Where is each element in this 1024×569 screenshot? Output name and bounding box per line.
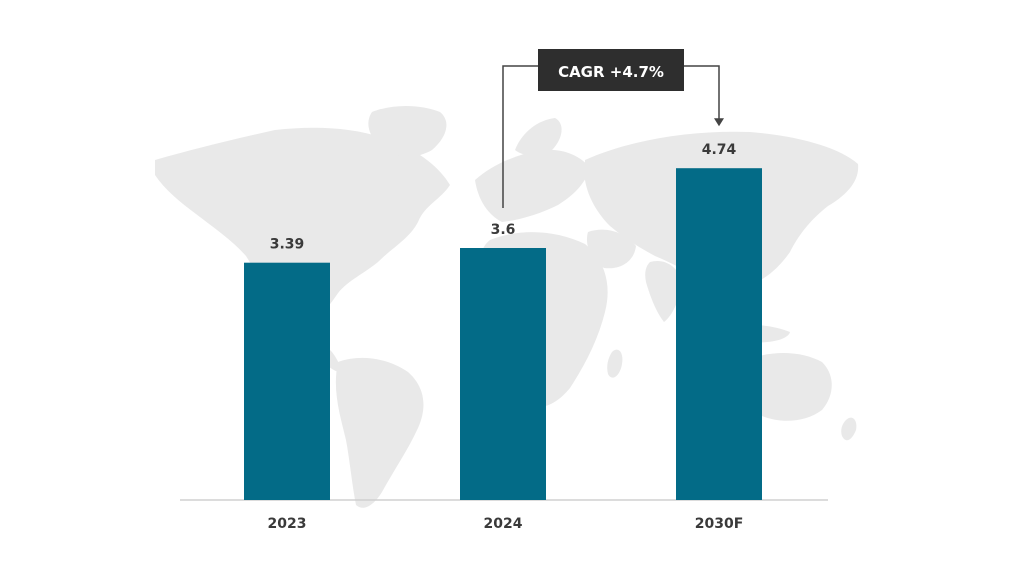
bar-2030f: [676, 168, 762, 500]
cagr-box: [538, 49, 684, 91]
x-tick-label-2024: 2024: [484, 516, 523, 532]
bars-group: [244, 168, 762, 500]
cagr-arrowhead-icon: [714, 118, 724, 127]
cagr-annotation: CAGR +4.7%: [502, 49, 724, 208]
bar-2024: [460, 248, 546, 500]
cagr-label: CAGR +4.7%: [558, 63, 664, 81]
x-tick-label-2023: 2023: [268, 516, 307, 532]
data-label-2024: 3.6: [491, 222, 516, 238]
x-tick-labels-group: 2023 2024 2030F: [268, 516, 744, 532]
data-label-2023: 3.39: [270, 237, 305, 253]
bar-2023: [244, 262, 330, 500]
data-label-2030f: 4.74: [702, 142, 737, 158]
bar-labels-group: 3.39 3.6 4.74: [270, 142, 737, 253]
cagr-connector-line: [502, 65, 720, 208]
x-tick-label-2030f: 2030F: [695, 516, 744, 532]
